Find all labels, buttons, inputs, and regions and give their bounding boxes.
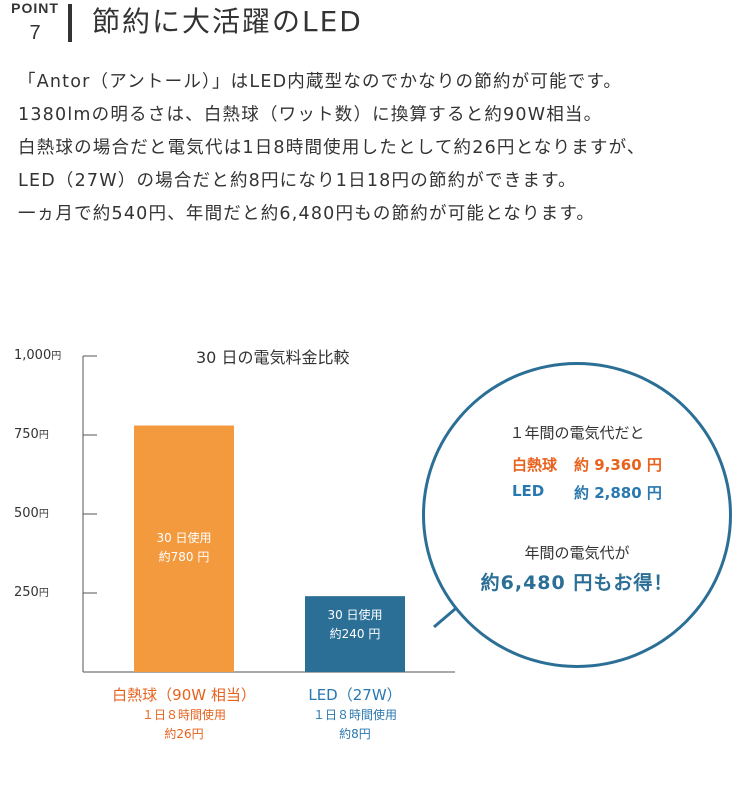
bar-led: [305, 596, 405, 672]
bar-data-label: 30 日使用 約780 円: [156, 530, 212, 564]
description-line: LED（27W）の場合だと約8円になり1日18円の節約ができます。: [18, 171, 577, 191]
bar-incandescent: [134, 425, 234, 672]
y-tick-label: 1,000円: [14, 348, 62, 363]
callout-bubble: [422, 362, 732, 668]
point-badge: POINT 7: [6, 0, 64, 46]
y-tick-label: 250円: [14, 585, 49, 600]
description-line: 白熱球の場合だと電気代は1日8時間使用したとして約26円となりますが、: [18, 138, 646, 158]
y-tick-label: 500円: [14, 506, 49, 521]
title-divider: [68, 4, 72, 42]
callout-heading: １年間の電気代だと: [509, 424, 645, 442]
point-number: 7: [29, 22, 41, 44]
description-text: 「Antor（アントール）」はLED内蔵型なのでかなりの節約が可能です。 138…: [18, 66, 743, 231]
category-label-led: LED（27W） １日８時間使用 約8円: [308, 686, 402, 741]
page-title: 節約に大活躍のLED: [92, 5, 363, 38]
saving-heading: 年間の電気代が: [524, 544, 630, 562]
category-label-incandescent: 白熱球（90W 相当） １日８時間使用 約26円: [112, 686, 256, 741]
description-line: 「Antor（アントール）」はLED内蔵型なのでかなりの節約が可能です。: [18, 72, 623, 92]
description-line: 1380lmの明るさは、白熱球（ワット数）に換算すると約90W相当。: [18, 105, 603, 125]
chart-title: 30 日の電気料金比較: [196, 348, 350, 367]
description-line: 一ヵ月で約540円、年間だと約6,480円もの節約が可能となります。: [18, 204, 596, 224]
saving-amount: 約6,480 円もお得！: [480, 572, 674, 594]
point-label: POINT: [11, 0, 59, 16]
y-tick-label: 750円: [14, 427, 49, 442]
bar-data-label: 30 日使用 約240 円: [327, 608, 383, 642]
